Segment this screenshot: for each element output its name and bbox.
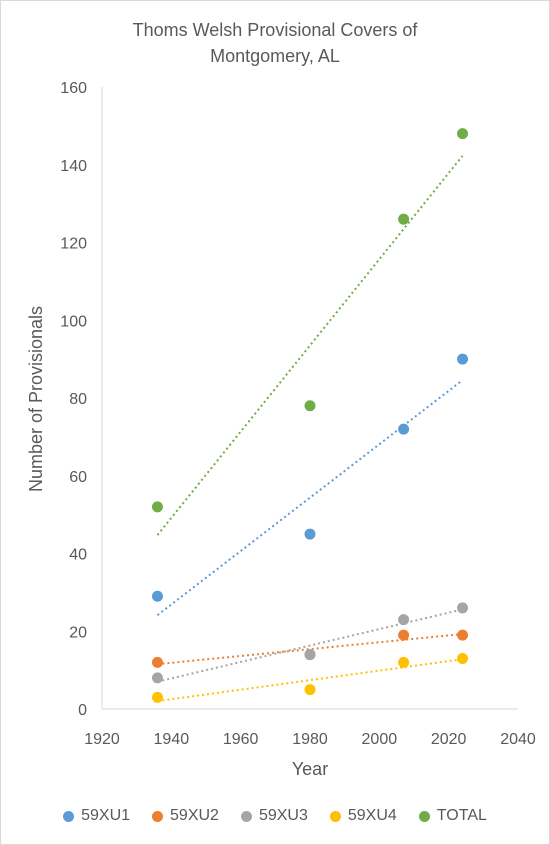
point-total [304, 400, 316, 412]
axes [101, 87, 518, 710]
x-tick-label: 1960 [223, 731, 259, 748]
legend-marker [152, 810, 164, 822]
legend-marker [63, 810, 75, 822]
point-59xu3 [457, 602, 469, 614]
legend: 59XU1 59XU2 59XU3 59XU4 TOTAL [1, 807, 549, 825]
point-59xu3 [398, 614, 410, 626]
chart-title: Thoms Welsh Provisional Covers of Montgo… [1, 17, 549, 69]
point-total [151, 501, 163, 513]
legend-marker [329, 810, 341, 822]
trendline-59xu4 [157, 658, 463, 703]
legend-label: 59XU1 [81, 807, 131, 824]
y-tick-label: 100 [60, 313, 87, 330]
y-tick-label: 160 [60, 80, 87, 97]
y-tick-label: 20 [69, 624, 87, 641]
trendline-59xu3 [157, 608, 463, 683]
point-59xu1 [457, 353, 469, 365]
point-59xu4 [398, 656, 410, 668]
legend-item-59xu1: 59XU1 [63, 807, 130, 825]
x-axis-title: Year [292, 759, 328, 779]
legend-item-59xu2: 59XU2 [152, 807, 219, 825]
trendline-total [156, 155, 464, 536]
point-total [398, 213, 410, 225]
point-59xu3 [151, 672, 163, 684]
x-tick-label: 1980 [292, 731, 328, 748]
point-59xu1 [304, 528, 316, 540]
point-59xu3 [304, 649, 316, 661]
legend-label: 59XU3 [258, 807, 308, 824]
x-tick-label: 1940 [154, 731, 190, 748]
y-tick-label: 40 [69, 547, 87, 564]
y-tick-label: 140 [60, 158, 87, 175]
trendline-59xu2 [157, 633, 463, 666]
chart-title-line-2: Montgomery, AL [210, 46, 340, 66]
x-tick-label: 2000 [362, 731, 398, 748]
data-points [151, 128, 469, 703]
legend-item-total: TOTAL [418, 807, 487, 825]
point-59xu2 [457, 629, 469, 641]
y-tick-label: 120 [60, 236, 87, 253]
y-tick-label: 60 [69, 469, 87, 486]
legend-marker [418, 810, 430, 822]
legend-marker [240, 810, 252, 822]
point-59xu2 [398, 629, 410, 641]
legend-label: TOTAL [436, 807, 487, 824]
legend-label: 59XU4 [347, 807, 397, 824]
legend-item-59xu3: 59XU3 [240, 807, 308, 825]
point-59xu4 [304, 684, 316, 696]
point-59xu4 [457, 652, 469, 664]
y-axis-title: Number of Provisionals [26, 306, 46, 492]
point-total [457, 128, 469, 140]
tick-labels: 1920 1940 1960 1980 2000 2020 2040020406080100… [60, 80, 536, 748]
y-tick-label: 0 [78, 702, 87, 719]
point-59xu1 [398, 423, 410, 435]
trendlines [156, 155, 464, 703]
y-tick-label: 80 [69, 391, 87, 408]
x-tick-label: 2040 [500, 731, 536, 748]
legend-label: 59XU2 [170, 807, 219, 824]
chart-title-line-1: Thoms Welsh Provisional Covers of [132, 20, 418, 40]
x-tick-label: 2020 [431, 731, 467, 748]
point-59xu2 [151, 656, 163, 668]
point-59xu1 [151, 590, 163, 602]
legend-item-59xu4: 59XU4 [329, 807, 397, 825]
point-59xu4 [151, 691, 163, 703]
x-tick-label: 1920 [84, 731, 120, 748]
trendline-59xu1 [156, 379, 464, 616]
